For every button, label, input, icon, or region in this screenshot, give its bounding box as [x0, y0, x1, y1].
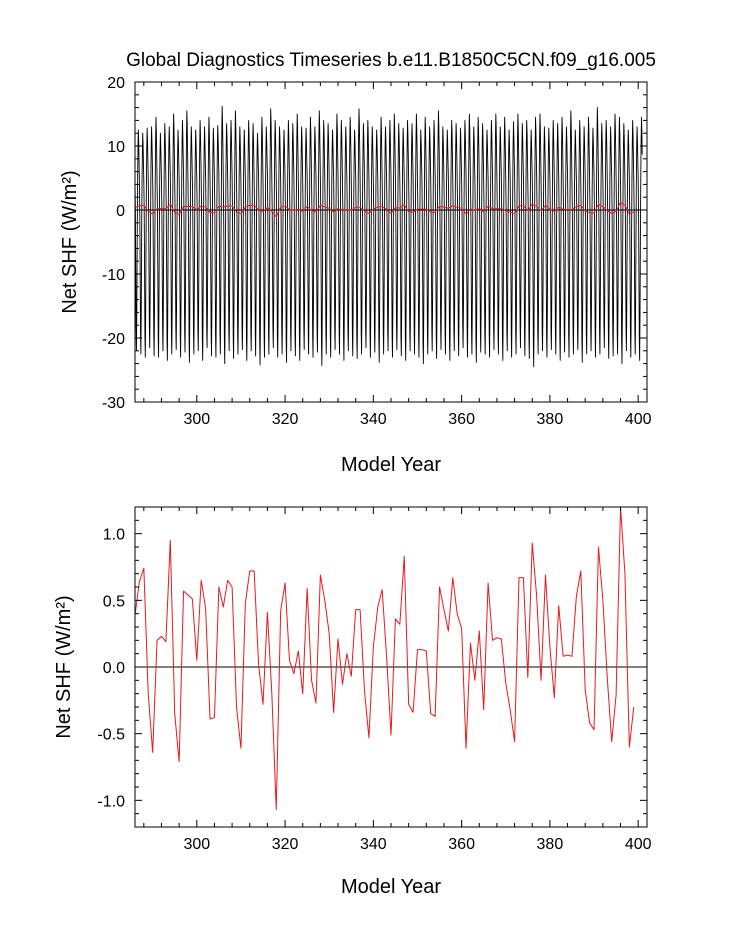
annual-axis-ticks: 300 320 340 360 380 400 -1.0 -0.5 0.0 0.5 1.0	[97, 506, 652, 853]
monthly-series-monthly-line	[135, 105, 643, 368]
monthly-x-tick-label: 400	[625, 411, 652, 428]
annual-y-tick-label: 0.0	[103, 660, 125, 677]
annual-y-axis-label: Net SHF (W/m²)	[53, 595, 75, 738]
annual-timeseries-panel: 300 320 340 360 380 400 -1.0 -0.5 0.0 0.5 1.0 Mode…	[53, 506, 652, 898]
annual-y-tick-label: 1.0	[103, 527, 125, 544]
annual-y-tick-label: 0.5	[103, 593, 125, 610]
monthly-y-tick-label: -20	[102, 331, 125, 348]
monthly-series-annual-line	[135, 201, 634, 218]
monthly-axis-ticks: 300 320 340 360 380 400 -30 -20 -10 0 10 20	[102, 75, 652, 428]
monthly-x-tick-label: 360	[448, 411, 475, 428]
monthly-x-tick-label: 340	[360, 411, 387, 428]
annual-y-tick-label: -0.5	[97, 727, 125, 744]
annual-x-axis-label: Model Year	[341, 876, 441, 898]
annual-x-tick-label: 320	[272, 836, 299, 853]
monthly-y-tick-label: -10	[102, 267, 125, 284]
monthly-timeseries-panel: 300 320 340 360 380 400 -30 -20 -10 0 10 20 Model Y…	[59, 75, 652, 476]
monthly-y-tick-label: 20	[107, 75, 125, 92]
annual-x-tick-label: 400	[625, 836, 652, 853]
monthly-y-tick-label: 0	[116, 203, 125, 220]
monthly-y-tick-label: -30	[102, 395, 125, 412]
annual-series-marks	[135, 507, 635, 811]
monthly-x-axis-label: Model Year	[341, 454, 441, 476]
annual-x-tick-label: 300	[183, 836, 210, 853]
annual-x-tick-label: 360	[448, 836, 475, 853]
figure-title: Global Diagnostics Timeseries b.e11.B185…	[126, 50, 656, 71]
monthly-series-marks	[135, 105, 643, 368]
annual-x-tick-label: 340	[360, 836, 387, 853]
monthly-x-tick-label: 320	[272, 411, 299, 428]
annual-x-tick-label: 380	[537, 836, 564, 853]
monthly-x-tick-label: 380	[537, 411, 564, 428]
monthly-y-axis-label: Net SHF (W/m²)	[59, 170, 81, 313]
annual-series-annual-line	[135, 507, 635, 811]
monthly-y-tick-label: 10	[107, 139, 125, 156]
annual-y-tick-label: -1.0	[97, 793, 125, 810]
monthly-x-tick-label: 300	[183, 411, 210, 428]
